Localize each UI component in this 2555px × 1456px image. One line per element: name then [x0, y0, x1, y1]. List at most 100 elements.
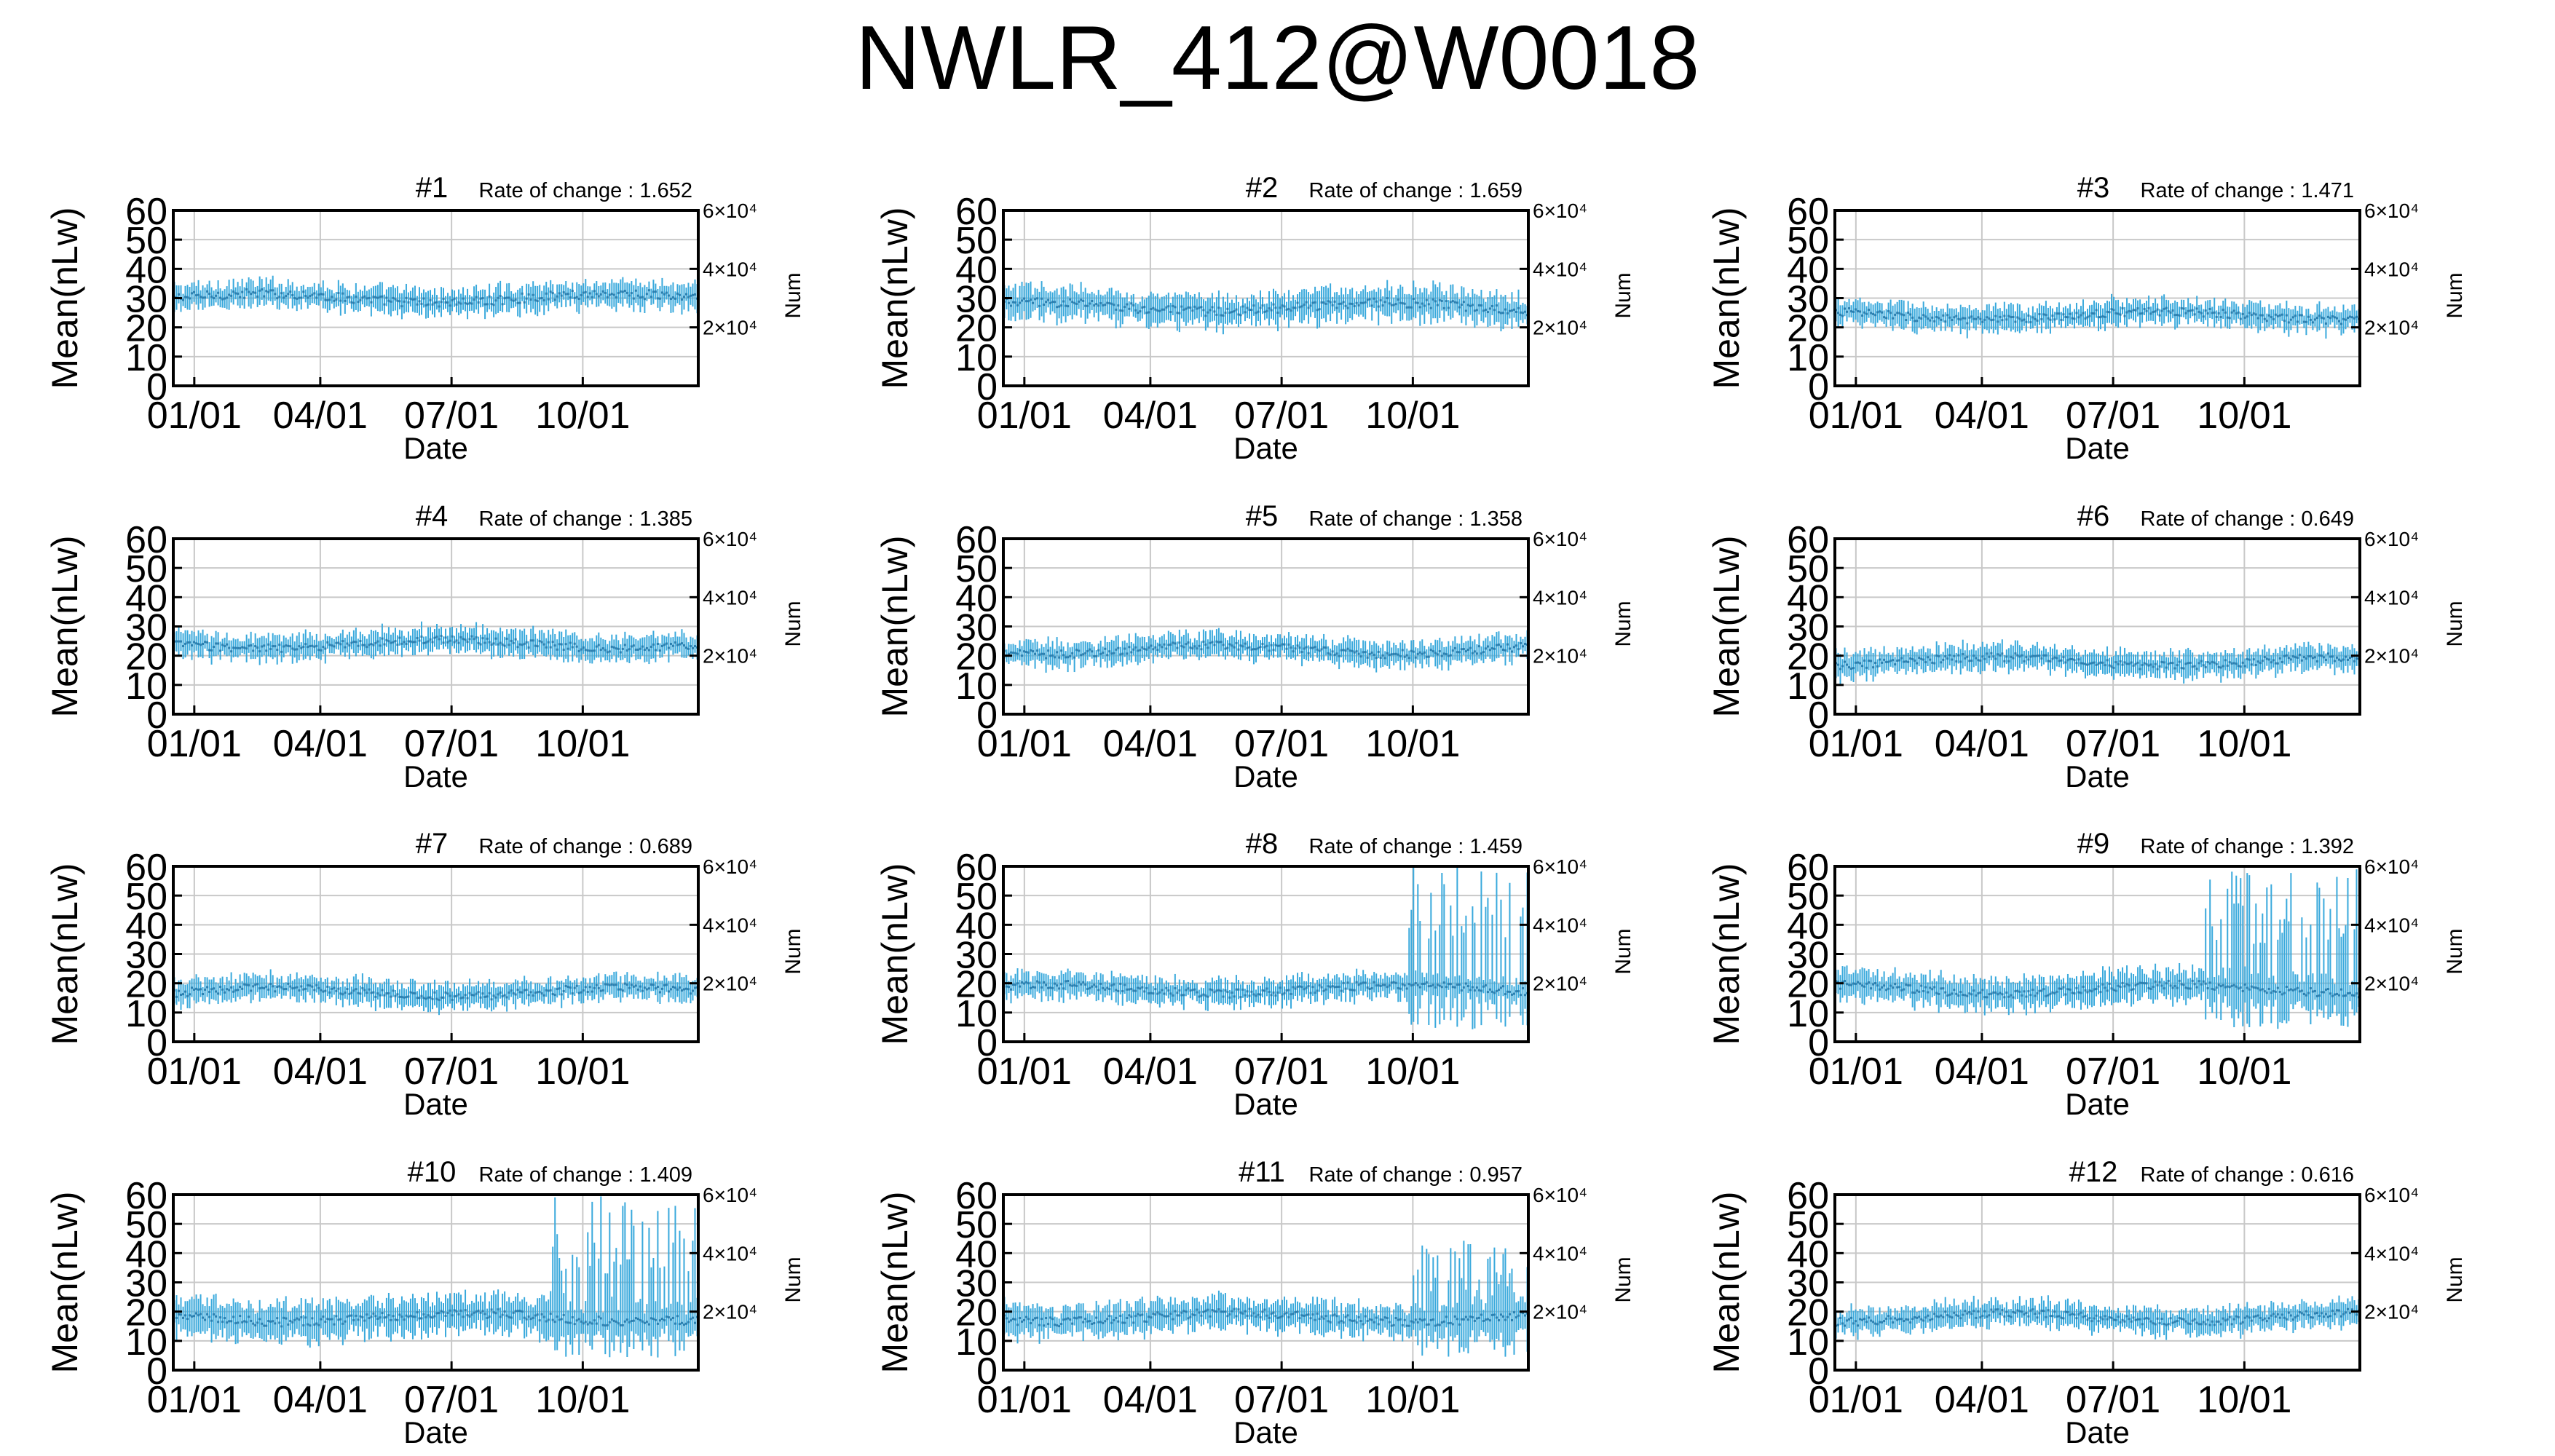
data-point	[1222, 995, 1225, 998]
data-point	[359, 298, 362, 301]
data-point	[341, 1322, 344, 1325]
data-point	[1241, 988, 1244, 991]
data-point	[687, 988, 690, 991]
data-point	[1460, 989, 1463, 992]
data-point	[1445, 653, 1448, 656]
data-point	[427, 1314, 430, 1317]
data-point	[1333, 300, 1336, 303]
data-point	[632, 644, 635, 647]
data-point	[593, 649, 596, 652]
data-point	[2191, 665, 2194, 668]
data-point	[1215, 989, 1218, 992]
data-point	[571, 646, 574, 649]
data-point	[1047, 986, 1050, 989]
data-point	[309, 644, 312, 647]
data-point	[1040, 652, 1043, 655]
data-point	[2007, 995, 2010, 998]
data-point	[453, 641, 456, 644]
data-point	[400, 305, 403, 308]
data-point	[468, 992, 471, 994]
x-tick-label: 07/01	[1234, 1051, 1329, 1093]
data-point	[1940, 987, 1943, 990]
data-point	[2136, 983, 2139, 986]
data-point	[197, 988, 200, 991]
data-point	[204, 1318, 207, 1321]
data-point	[1257, 310, 1260, 313]
data-point	[335, 989, 338, 992]
data-point	[387, 1314, 390, 1317]
x-tick-label: 07/01	[2066, 1051, 2160, 1093]
data-point	[1104, 304, 1107, 306]
data-point	[2224, 659, 2227, 662]
data-point	[1030, 298, 1032, 301]
data-point	[2206, 986, 2209, 989]
data-point	[2350, 994, 2353, 997]
data-point	[366, 1313, 368, 1316]
data-point	[647, 289, 650, 292]
y-tick-label: 10	[955, 665, 998, 708]
data-point	[208, 293, 211, 296]
data-point	[241, 1321, 244, 1324]
data-point	[272, 645, 275, 648]
data-point	[254, 984, 257, 986]
data-point	[654, 290, 657, 293]
data-point	[226, 296, 229, 299]
data-point	[1244, 311, 1247, 314]
data-point	[1224, 989, 1227, 992]
data-point	[1979, 317, 1982, 320]
data-point	[1204, 994, 1207, 997]
data-point	[1894, 663, 1897, 666]
y-tick-label: 50	[1787, 548, 1829, 590]
data-point	[2228, 317, 2231, 320]
data-point	[2125, 311, 2128, 314]
data-point	[1137, 649, 1140, 652]
data-point	[1099, 652, 1102, 655]
data-point	[534, 992, 537, 994]
y-tick-label: 20	[1787, 308, 1829, 350]
data-point	[324, 989, 327, 992]
data-point	[1935, 654, 1938, 657]
data-point	[1445, 300, 1448, 303]
data-point	[1874, 981, 1877, 984]
data-point	[667, 990, 670, 993]
data-point	[315, 296, 318, 299]
data-point	[667, 294, 670, 297]
data-point	[186, 296, 189, 298]
data-point	[1255, 312, 1257, 314]
data-point	[1883, 316, 1886, 319]
data-point	[424, 997, 427, 1000]
data-point	[2003, 996, 2006, 999]
data-point	[374, 296, 377, 298]
data-point	[1012, 652, 1015, 654]
data-point	[1239, 996, 1242, 999]
data-point	[1235, 641, 1238, 644]
y-tick-label: 30	[1787, 279, 1829, 321]
data-point	[2313, 318, 2316, 321]
data-point	[2291, 989, 2294, 992]
data-point	[2071, 317, 2074, 320]
data-point	[1868, 660, 1871, 662]
data-point	[180, 1313, 183, 1316]
data-point	[477, 301, 480, 304]
data-point	[588, 649, 591, 652]
data-point	[1113, 983, 1115, 986]
data-point	[328, 1318, 331, 1321]
data-point	[1515, 990, 1517, 993]
data-point	[1364, 981, 1367, 984]
data-point	[542, 643, 545, 646]
data-point	[2130, 310, 2133, 313]
data-point	[2307, 655, 2310, 658]
data-point	[1161, 646, 1164, 649]
data-point	[1045, 657, 1048, 660]
data-point	[1193, 988, 1196, 991]
data-point	[2246, 315, 2248, 318]
data-point	[276, 649, 279, 652]
data-point	[1246, 306, 1249, 309]
data-point	[1852, 667, 1855, 670]
data-point	[2071, 657, 2074, 660]
data-point	[237, 989, 240, 992]
data-point	[625, 983, 628, 986]
data-point	[669, 642, 672, 645]
data-point	[1346, 647, 1349, 650]
data-point	[1920, 984, 1923, 987]
